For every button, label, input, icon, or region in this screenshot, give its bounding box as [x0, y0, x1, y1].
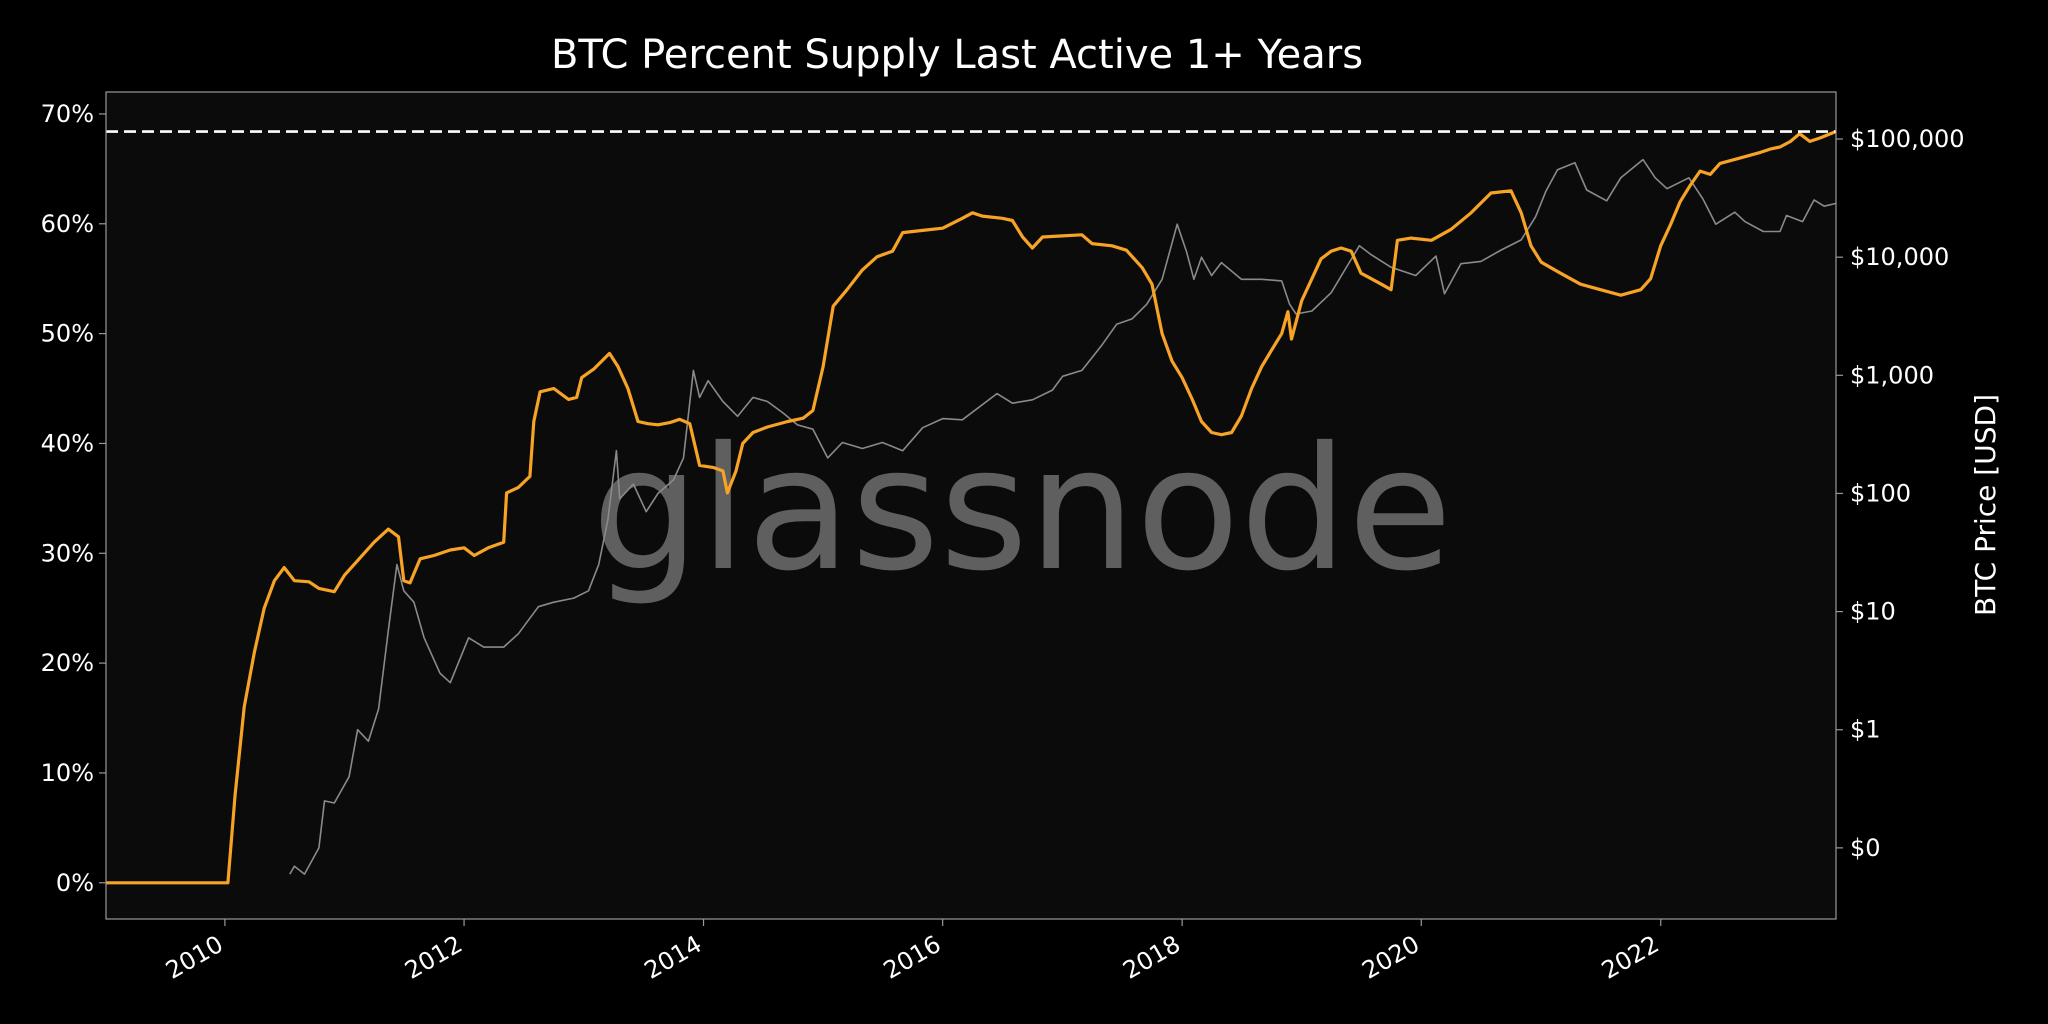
left-tick-label: 70% — [41, 100, 94, 128]
price-layer — [289, 158, 1837, 875]
plot-frame — [105, 91, 1837, 920]
left-y-axis: 0% 10% 20% 30% 40% 50% 60% 70% — [41, 100, 106, 897]
chart-title: BTC Percent Supply Last Active 1+ Years — [551, 32, 1363, 78]
right-tick-label: $1,000 — [1850, 361, 1934, 389]
right-tick-label: $100 — [1850, 479, 1911, 507]
right-tick-label: $10,000 — [1850, 243, 1949, 271]
left-tick-label: 40% — [41, 429, 94, 457]
right-axis-label: BTC Price [USD] — [1969, 394, 2002, 616]
right-tick-label: $1 — [1850, 716, 1881, 744]
right-y-axis: $0 $1 $10 $100 $1,000 $10,000 $100,000 — [1836, 125, 1965, 862]
left-tick-label: 10% — [41, 759, 94, 787]
right-tick-label: $100,000 — [1850, 125, 1965, 153]
left-tick-label: 20% — [41, 649, 94, 677]
left-tick-label: 30% — [41, 539, 94, 567]
price-line — [289, 158, 1837, 875]
left-tick-label: 60% — [41, 210, 94, 238]
right-tick-label: $0 — [1850, 834, 1881, 862]
supply-layer — [106, 130, 1837, 885]
supply-line — [106, 130, 1837, 885]
right-tick-label: $10 — [1850, 598, 1896, 626]
left-tick-label: 50% — [41, 320, 94, 348]
watermark: glassnode — [592, 411, 1453, 609]
left-tick-label: 0% — [56, 869, 94, 897]
plot-background — [106, 92, 1836, 919]
